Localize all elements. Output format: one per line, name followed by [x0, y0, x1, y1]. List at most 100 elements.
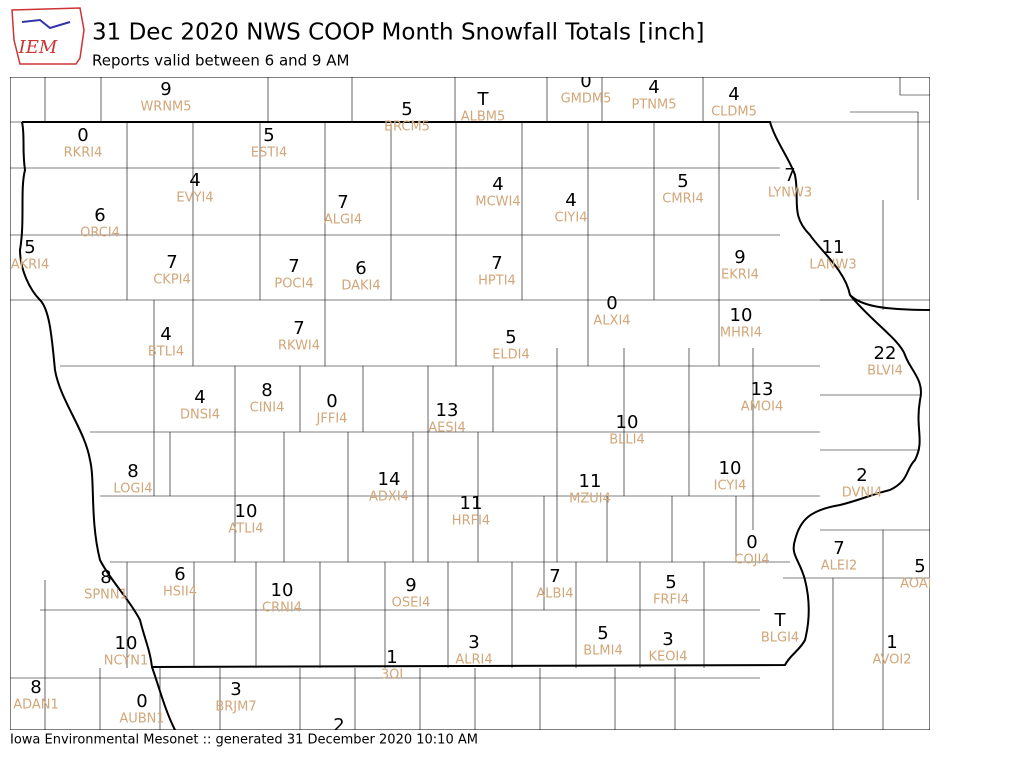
station-value: 5: [263, 125, 274, 146]
station-id: BLMI4: [583, 644, 622, 659]
station-id: CKPI4: [153, 273, 191, 288]
station-id: OSEI4: [392, 596, 431, 611]
station-id: ALBI4: [536, 587, 573, 602]
station-id: GMDM5: [561, 92, 612, 107]
station-id: MZUI4: [569, 492, 611, 507]
station-value: T: [477, 89, 490, 110]
station-id: BLGI4: [761, 631, 799, 646]
station-value: 0: [326, 391, 337, 412]
station-value: 4: [160, 324, 171, 345]
logo-text: IEM: [18, 37, 58, 58]
station-value: 7: [166, 252, 177, 273]
station-id: EVYI4: [176, 191, 213, 206]
station-id: BRJM7: [215, 700, 256, 715]
station-id: ORCI4: [80, 226, 120, 241]
station-id: PTNM5: [632, 98, 677, 113]
station-id: AVOI2: [872, 653, 911, 668]
station-value: 8: [30, 677, 41, 698]
station-value: 13: [436, 400, 459, 421]
station-id: RKRI4: [64, 146, 103, 161]
station-id: AUBN1: [119, 712, 164, 727]
station-value: 10: [719, 458, 742, 479]
station-id: ALGI4: [324, 213, 362, 228]
station-id: ESTI4: [251, 146, 288, 161]
station-id: DVNI4: [842, 486, 883, 501]
station-id: ADXI4: [369, 490, 409, 505]
station-id: ATLI4: [228, 522, 263, 537]
station-value: 7: [784, 165, 795, 186]
station-id: CINI4: [250, 401, 285, 416]
station-value: 10: [115, 633, 138, 654]
station-id: LANW3: [809, 258, 856, 273]
station-id: NCYN1: [104, 654, 149, 669]
station-id: BTLI4: [148, 345, 184, 360]
station-id: WRNM5: [140, 100, 191, 115]
station-value: 4: [194, 387, 205, 408]
station-value: 5: [665, 572, 676, 593]
subtitle: Reports valid between 6 and 9 AM: [92, 52, 349, 70]
station-value: 4: [565, 190, 576, 211]
station-value: 4: [189, 170, 200, 191]
station-value: 0: [580, 71, 591, 92]
station-id: ALBM5: [461, 110, 506, 125]
station-value: 7: [337, 192, 348, 213]
station-id: HRFI4: [452, 514, 490, 529]
station-id: ALXI4: [593, 314, 630, 329]
station-value: 3: [468, 632, 479, 653]
station-id: 3OI: [381, 668, 403, 683]
station-value: 3: [662, 629, 673, 650]
station-id: AESI4: [428, 421, 465, 436]
station-value: 0: [136, 691, 147, 712]
station-value: 1: [886, 632, 897, 653]
station-value: 8: [261, 380, 272, 401]
station-value: 7: [491, 253, 502, 274]
station-id: EKRI4: [721, 268, 759, 283]
station-id: ELDI4: [492, 348, 530, 363]
station-value: 14: [378, 469, 401, 490]
footer: Iowa Environmental Mesonet :: generated …: [10, 733, 478, 748]
station-id: BLVI4: [867, 364, 903, 379]
station-value: T: [774, 610, 787, 631]
station-id: ALEI2: [821, 559, 857, 574]
station-id: MCWI4: [475, 195, 520, 210]
station-value: 5: [505, 327, 516, 348]
station-value: 7: [288, 256, 299, 277]
station-value: 8: [100, 567, 111, 588]
station-value: 5: [914, 556, 925, 577]
station-id: LOGI4: [113, 482, 152, 497]
station-value: 8: [127, 461, 138, 482]
state-border: [151, 666, 176, 730]
station-id: COJI4: [734, 553, 769, 568]
station-id: AOAI2: [900, 577, 940, 592]
station-id: LYNW3: [768, 186, 812, 201]
station-id: CLDM5: [711, 105, 757, 120]
station-id: HPTI4: [478, 274, 516, 289]
station-id: FRFI4: [653, 593, 689, 608]
station-value: 0: [746, 532, 757, 553]
station-id: HSII4: [163, 585, 197, 600]
station-id: CMRI4: [662, 192, 703, 207]
station-value: 22: [874, 343, 897, 364]
station-id: DNSI4: [180, 408, 220, 423]
station-value: 6: [355, 258, 366, 279]
station-value: 5: [401, 99, 412, 120]
title: 31 Dec 2020 NWS COOP Month Snowfall Tota…: [92, 20, 704, 46]
logo: IEM: [11, 7, 85, 65]
station-id: DAKI4: [341, 279, 380, 294]
station-id: BLLI4: [609, 433, 645, 448]
station-value: 0: [606, 293, 617, 314]
station-value: 2: [856, 465, 867, 486]
station-value: 11: [460, 493, 483, 514]
station-value: 4: [648, 77, 659, 98]
station-id: SPNN1: [84, 588, 128, 603]
station-value: 5: [597, 623, 608, 644]
station-value: 7: [293, 318, 304, 339]
station-id: AMOI4: [741, 400, 783, 415]
station-value: 10: [730, 305, 753, 326]
station-value: 13: [751, 379, 774, 400]
station-value: 4: [728, 84, 739, 105]
station-value: 7: [833, 538, 844, 559]
